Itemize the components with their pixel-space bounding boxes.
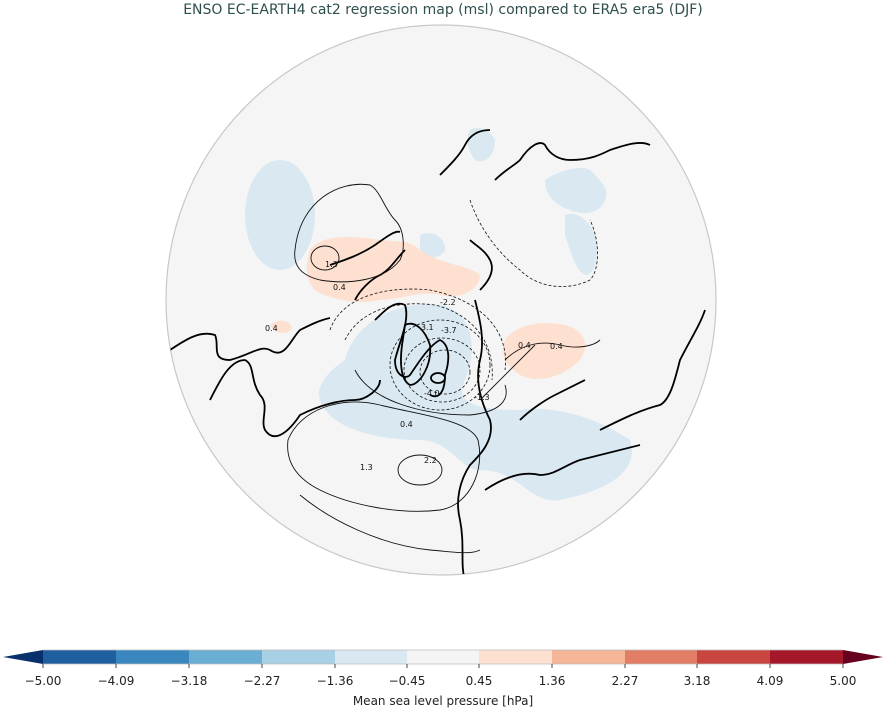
coastlines xyxy=(169,129,706,575)
colorbar-tick: −0.45 xyxy=(388,674,426,688)
colorbar-tick: −1.36 xyxy=(316,674,354,688)
contour-labels: 1.3 0.4 0.4 -2.2 -3.1 -3.7 -4.0 -1.3 0.4… xyxy=(265,260,563,472)
contour-label: -4.0 xyxy=(424,389,440,398)
contour-label: -2.2 xyxy=(440,298,456,307)
contour-label: 2.2 xyxy=(424,456,437,465)
contour-label: -3.1 xyxy=(418,323,434,332)
colorbar-tick: −3.18 xyxy=(170,674,208,688)
contour-label: 0.4 xyxy=(518,341,531,350)
positive-anomaly-shading xyxy=(270,237,585,380)
contour-label: 0.4 xyxy=(333,283,346,292)
colorbar-tick: −4.09 xyxy=(97,674,135,688)
negative-contours xyxy=(329,199,598,411)
contours xyxy=(287,183,601,554)
colorbar-tick: −5.00 xyxy=(24,674,62,688)
colorbar-tick: 2.27 xyxy=(611,674,639,688)
colorbar-tick: 1.36 xyxy=(538,674,566,688)
contour-label: 0.4 xyxy=(550,342,563,351)
chart-title: ENSO EC-EARTH4 cat2 regression map (msl)… xyxy=(183,2,703,18)
colorbar-tick: 4.09 xyxy=(756,674,784,688)
colorbar-tick: 0.45 xyxy=(465,674,493,688)
colorbar-tick: 5.00 xyxy=(829,674,857,688)
colorbar-bar xyxy=(3,649,883,668)
contour-label: 0.4 xyxy=(265,324,278,333)
contour-label: 0.4 xyxy=(400,420,413,429)
contour-label: 1.3 xyxy=(360,463,373,472)
contour-label: -1.3 xyxy=(474,393,490,402)
colorbar: −5.00 −4.09 −3.18 −2.27 −1.36 −0.45 0.45… xyxy=(0,640,886,709)
colorbar-tick: 3.18 xyxy=(683,674,711,688)
polar-map: 1.3 0.4 0.4 -2.2 -3.1 -3.7 -4.0 -1.3 0.4… xyxy=(165,24,717,576)
contour-label: -3.7 xyxy=(441,326,457,335)
contour-label: 1.3 xyxy=(325,260,338,269)
colorbar-label: Mean sea level pressure [hPa] xyxy=(352,694,534,708)
colorbar-tick: −2.27 xyxy=(243,674,281,688)
